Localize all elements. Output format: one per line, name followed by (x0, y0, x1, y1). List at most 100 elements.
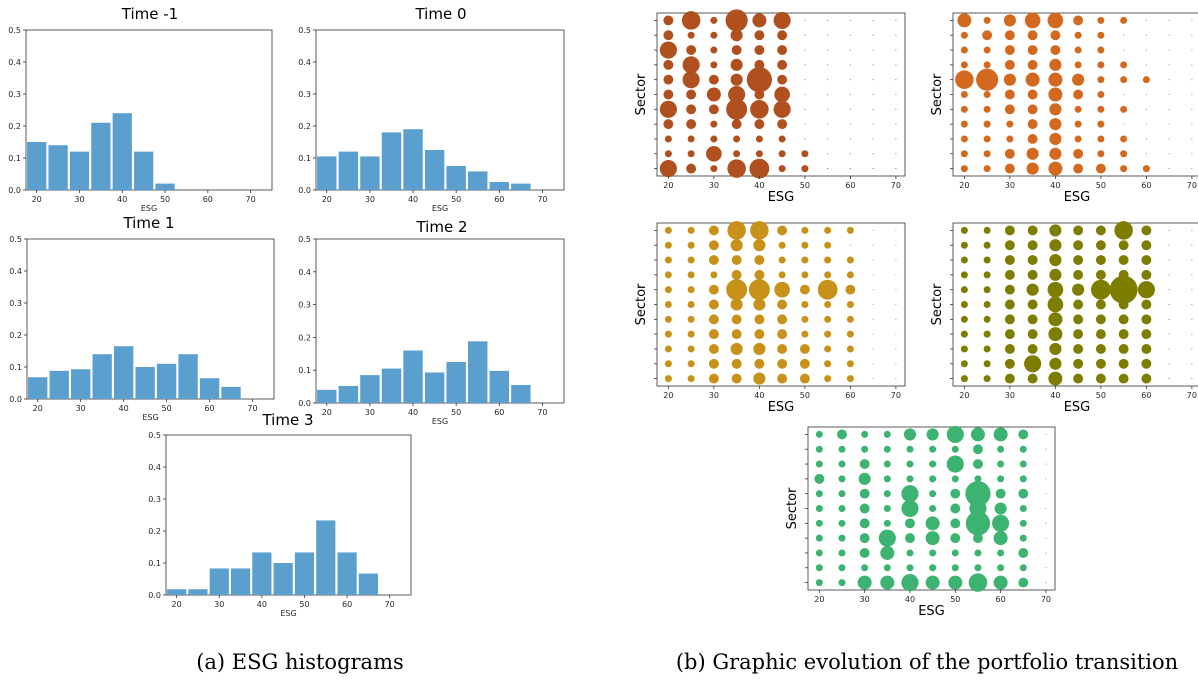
x-tick-label: 20 (663, 181, 673, 190)
scatter-point (950, 488, 961, 499)
scatter-point (1191, 49, 1193, 51)
scatter-point (710, 16, 718, 24)
scatter-point (1141, 225, 1152, 236)
x-axis-label: ESG (768, 190, 795, 205)
y-tick-label: 0.3 (298, 301, 311, 310)
bar (403, 129, 423, 190)
bar (338, 151, 359, 190)
scatter-point (804, 93, 806, 96)
x-tick-label: 40 (119, 404, 129, 413)
scatter-point (686, 119, 697, 130)
scatter-point (750, 221, 769, 240)
scatter-point (827, 108, 829, 110)
chart-panel-4: 0.0 0.1 0.2 0.3 0.4 0.5 20 30 40 50 60 70 ESG Time 3 (148, 411, 412, 618)
scatter-point (983, 165, 991, 173)
scatter-point (1097, 120, 1105, 128)
scatter-point (1095, 329, 1106, 340)
scatter-point (995, 488, 1006, 499)
chart-title: Time -1 (121, 5, 178, 23)
x-tick-label: 50 (299, 600, 309, 609)
scatter-point (983, 360, 991, 368)
y-tick-label: 0.1 (298, 154, 311, 163)
bar (28, 377, 48, 399)
bar (446, 166, 466, 190)
scatter-point (664, 330, 672, 338)
y-axis-label: Sector (634, 73, 649, 115)
scatter-point (838, 490, 846, 498)
scatter-point (1097, 31, 1105, 39)
scatter-point (1004, 344, 1015, 354)
scatter-point (946, 455, 964, 473)
scatter-point (1073, 269, 1084, 280)
scatter-point (1027, 314, 1038, 325)
chart-title: Time 2 (415, 218, 467, 236)
scatter-point (1095, 358, 1106, 369)
scatter-point (957, 13, 972, 28)
bar (178, 354, 198, 399)
scatter-point (849, 138, 851, 140)
scatter-point (1026, 283, 1039, 296)
scatter-point (1004, 255, 1015, 265)
scatter-point (799, 373, 810, 384)
scatter-point (815, 519, 823, 527)
scatter-point (997, 445, 1005, 453)
scatter-point (801, 256, 809, 264)
chart-panel-0: 0.0 0.1 0.2 0.3 0.4 0.5 20 30 40 50 60 70 ESG Time -1 (8, 5, 273, 213)
scatter-point (970, 427, 985, 442)
bar (91, 122, 111, 190)
x-tick-label: 20 (322, 408, 332, 417)
scatter-point (1049, 342, 1062, 356)
y-axis-label: Sector (785, 487, 800, 529)
x-axis-label: ESG (918, 604, 945, 619)
scatter-point (1141, 240, 1152, 251)
scatter-point (846, 345, 854, 353)
chart-title: Time 3 (261, 411, 313, 429)
scatter-point (993, 531, 1008, 546)
scatter-point (1137, 281, 1155, 299)
x-tick-label: 30 (365, 195, 375, 204)
scatter-point (960, 120, 968, 128)
chart-title: Time 1 (122, 214, 174, 232)
scatter-point (749, 158, 770, 179)
scatter-point (754, 89, 765, 100)
scatter-point (1168, 244, 1170, 246)
scatter-point (1048, 72, 1063, 87)
scatter-point (1123, 93, 1125, 96)
scatter-point (983, 135, 991, 143)
scatter-point (929, 445, 937, 453)
scatter-point (777, 45, 788, 55)
scatter-point (1045, 433, 1047, 435)
scatter-point (777, 74, 788, 85)
scatter-point (1004, 269, 1015, 280)
scatter-point (815, 460, 823, 468)
scatter-point (706, 145, 722, 162)
scatter-point (925, 575, 940, 590)
scatter-point (872, 289, 874, 291)
scatter-point (664, 360, 672, 368)
scatter-point (1168, 49, 1170, 51)
scatter-point (983, 120, 991, 128)
scatter-point (1191, 378, 1193, 380)
scatter-point (706, 87, 721, 102)
scatter-point (663, 74, 674, 85)
y-tick-label: 0.2 (148, 527, 161, 536)
chart-panel-3: 0.0 0.1 0.2 0.3 0.4 0.5 20 30 40 50 60 70 ESG Time 2 (298, 218, 565, 426)
scatter-point (950, 503, 961, 514)
x-axis-label: ESG (142, 413, 158, 422)
scatter-point (983, 271, 991, 279)
y-tick-label: 0.0 (8, 186, 21, 195)
x-tick-label: 40 (754, 391, 764, 400)
scatter-point (1145, 108, 1147, 110)
x-tick-label: 40 (754, 181, 764, 190)
x-tick-label: 70 (537, 408, 547, 417)
bar (424, 372, 445, 403)
scatter-point (861, 430, 869, 438)
bar (360, 156, 380, 190)
scatter-point (731, 358, 742, 369)
bar (209, 568, 229, 595)
scatter-point (815, 430, 823, 438)
scatter-point (1168, 123, 1170, 125)
bar (468, 171, 488, 190)
scatter-point (664, 241, 672, 249)
scatter-point (1191, 153, 1193, 155)
